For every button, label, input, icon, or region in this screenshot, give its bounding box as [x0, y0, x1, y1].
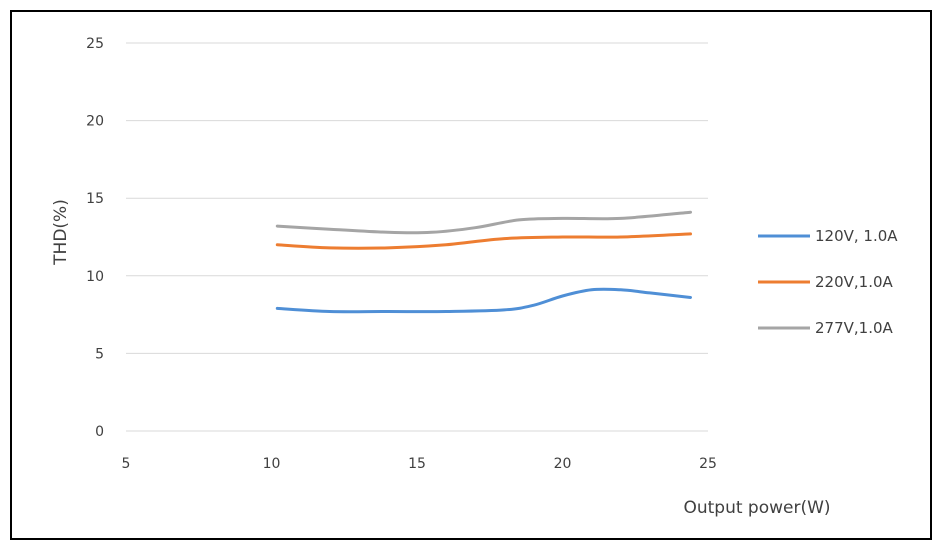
x-tick-label: 25 — [699, 456, 717, 472]
x-tick-label: 10 — [263, 456, 281, 472]
x-tick-label: 5 — [122, 456, 131, 472]
x-tick-label: 15 — [408, 456, 426, 472]
legend: 120V, 1.0A 220V,1.0A 277V,1.0A — [758, 227, 898, 337]
x-axis-ticks: 5 10 15 20 25 — [122, 456, 717, 472]
y-axis-title: THD(%) — [51, 199, 71, 266]
y-tick-label: 25 — [86, 36, 104, 52]
legend-label-1: 120V, 1.0A — [815, 227, 898, 245]
x-tick-label: 20 — [554, 456, 572, 472]
series-line-1 — [275, 287, 692, 314]
y-tick-label: 10 — [86, 269, 104, 285]
y-tick-label: 5 — [95, 346, 104, 362]
series-line-3 — [275, 210, 692, 235]
y-tick-label: 20 — [86, 114, 104, 130]
gridlines — [126, 42, 708, 432]
y-tick-label: 0 — [95, 424, 104, 440]
y-axis-ticks: 0 5 10 15 20 25 — [86, 36, 104, 440]
x-axis-title: Output power(W) — [683, 498, 830, 518]
y-tick-label: 15 — [86, 191, 104, 207]
series-line-2 — [275, 232, 692, 250]
legend-label-2: 220V,1.0A — [815, 273, 894, 291]
chart-border — [10, 10, 932, 540]
legend-label-3: 277V,1.0A — [815, 319, 894, 337]
plot-series — [275, 210, 692, 314]
